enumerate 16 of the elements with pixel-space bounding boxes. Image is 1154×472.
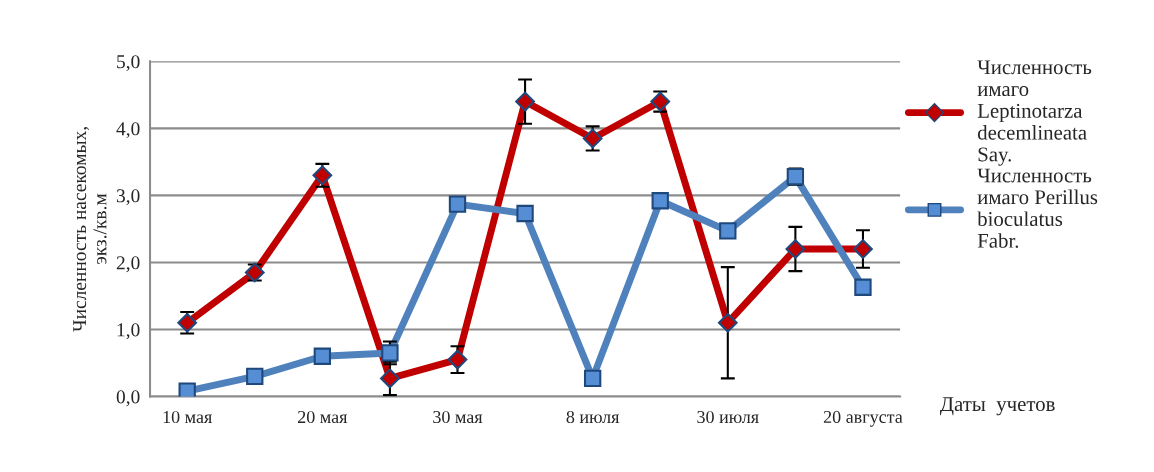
y-tick-label: 1,0 [117,323,140,340]
x-axis-title: Даты учетов [939,397,1055,416]
x-tick-label: 20 мая [298,410,348,424]
y-tick-label: 3,0 [116,189,140,206]
y-tick-label: 0,0 [116,390,140,407]
legend-label: Численность имаго Perillus bioculatus Fabr. [977,168,1098,248]
x-tick-label: 30 июля [697,410,759,424]
y-tick-label: 4,0 [116,122,140,139]
x-tick-label: 8 июля [566,410,620,424]
y-tick-label: 2,0 [116,256,140,273]
legend-label: Численность имаго Leptinotarza decemlineata Say. [977,60,1092,166]
x-tick-label: 10 мая [163,410,212,424]
y-axis-title: Численность насекомых, экз./кв.м [73,127,107,332]
y-tick-label: 5,0 [117,55,140,72]
x-tick-label: 30 мая [433,410,483,424]
x-tick-label: 20 августа [823,410,903,427]
